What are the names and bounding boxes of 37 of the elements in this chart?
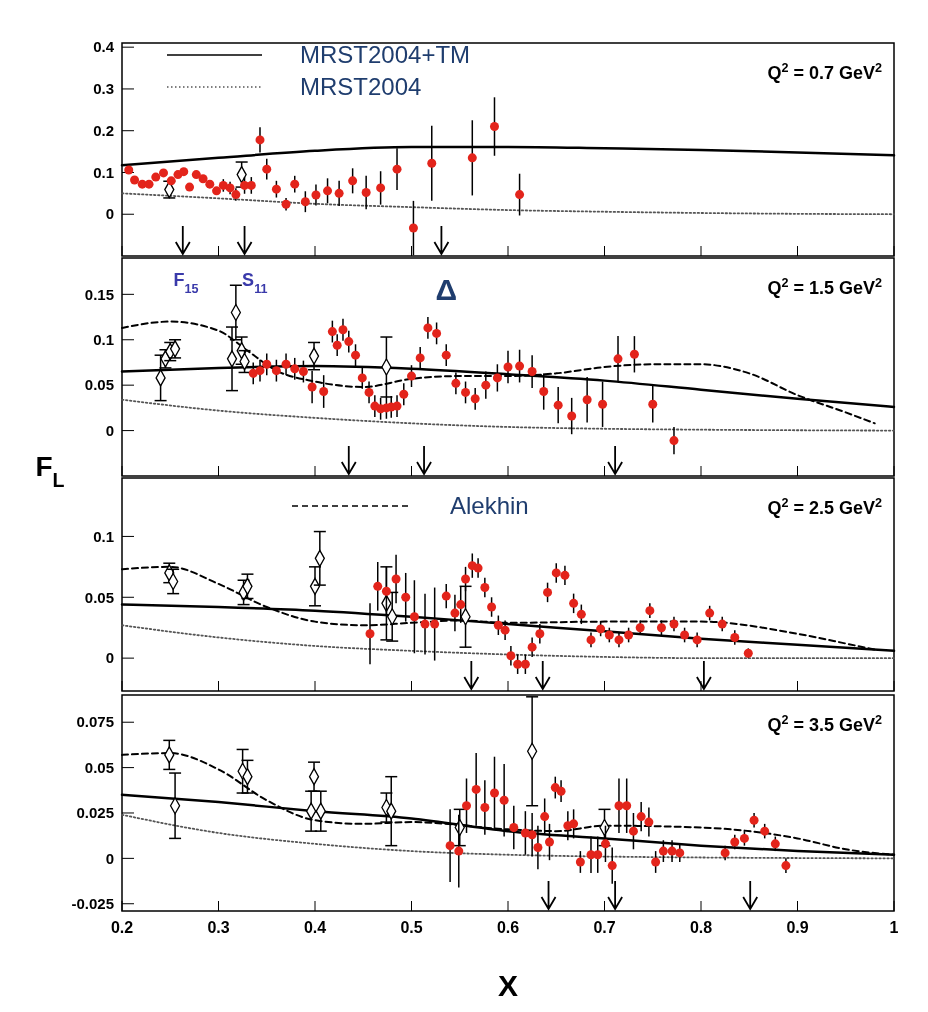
y-axis-title: F$_{L}$	[35, 451, 65, 491]
y-tick-label: 0.2	[93, 121, 114, 139]
y-tick-label: 0.3	[93, 80, 114, 98]
x-tick-label: 0.5	[400, 919, 423, 936]
y-tick-label: 0	[105, 849, 114, 867]
y-tick-label: 0.075	[76, 713, 114, 731]
x-tick-label: 0.6	[496, 919, 520, 936]
y-tick-label: 0.025	[76, 804, 114, 822]
legend-label: MRST2004	[300, 73, 422, 101]
legend-label: MRST2004+TM	[300, 41, 471, 69]
x-tick-label: 0.4	[303, 919, 327, 936]
x-tick-label: 0.9	[786, 919, 809, 936]
y-tick-label: 0.1	[93, 527, 114, 545]
y-tick-label: 0	[105, 649, 114, 667]
y-tick-label: 0.05	[84, 588, 114, 606]
y-tick-label: -0.025	[71, 894, 114, 912]
y-tick-label: 0.05	[84, 376, 114, 394]
annotation: Δ	[435, 273, 458, 306]
y-tick-label: 0.15	[84, 285, 114, 303]
y-tick-label: 0.05	[84, 758, 114, 776]
x-tick-label: 0.3	[207, 919, 230, 936]
y-tick-label: 0	[105, 421, 114, 439]
y-tick-label: 0.1	[93, 163, 114, 181]
annotation: Q$^{2}$ = 1.5 GeV$^{2}$	[767, 276, 882, 298]
legend-label: Alekhin	[450, 492, 529, 520]
annotation: Q$^{2}$ = 2.5 GeV$^{2}$	[767, 496, 882, 518]
y-tick-label: 0.4	[93, 38, 115, 56]
x-tick-label: 1	[889, 919, 899, 936]
annotation: Q$^{2}$ = 0.7 GeV$^{2}$	[767, 61, 882, 83]
annotation: S$_{11}$	[242, 270, 268, 296]
y-tick-label: 0.1	[93, 331, 114, 348]
x-axis-title: X	[497, 969, 519, 1002]
annotation: F$_{15}$	[173, 270, 199, 296]
annotation: Q$^{2}$ = 3.5 GeV$^{2}$	[767, 713, 882, 735]
y-tick-label: 0	[105, 205, 114, 223]
x-tick-label: 0.8	[689, 919, 713, 936]
x-tick-label: 0.7	[593, 919, 616, 936]
